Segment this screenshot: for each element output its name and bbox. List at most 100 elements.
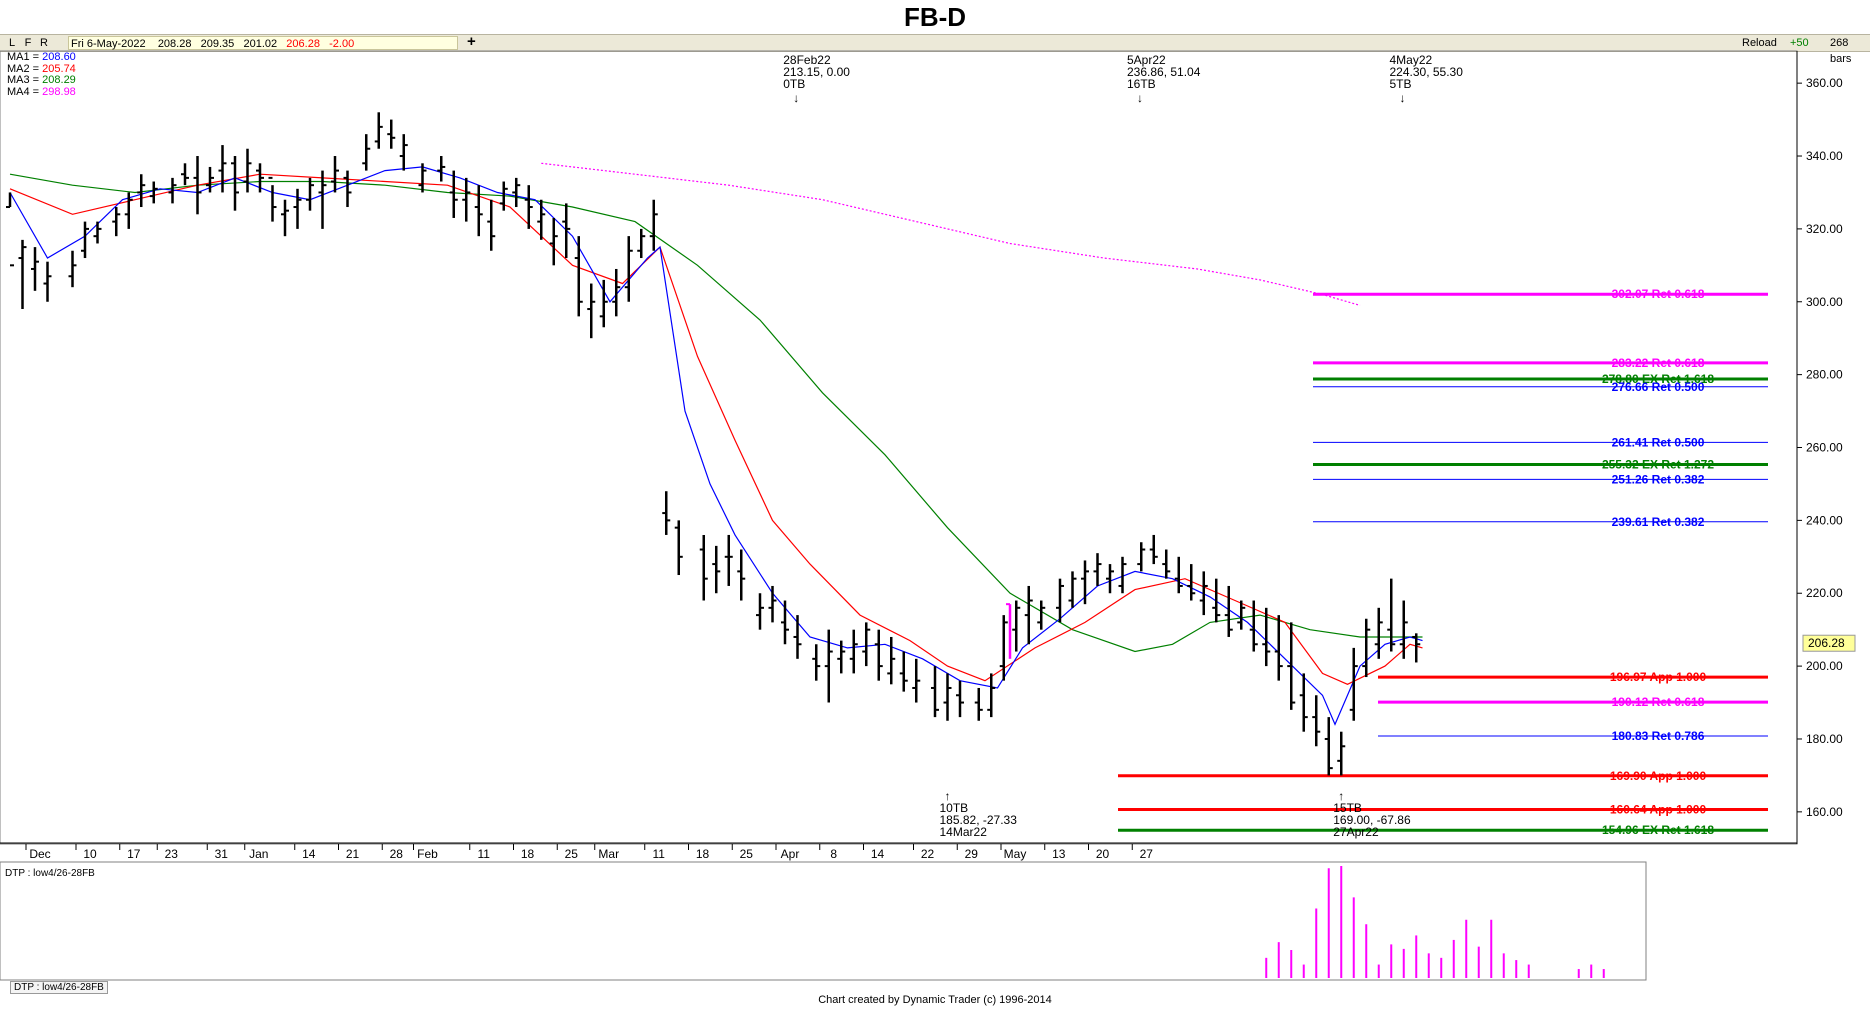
bar-open: 208.28 xyxy=(157,38,192,50)
ohlc-bar xyxy=(587,283,596,339)
pivot-text: 28Feb22 xyxy=(783,53,831,67)
ohlc-bar xyxy=(1299,673,1308,732)
ohlc-bar xyxy=(1037,600,1046,630)
pivot-text: 14Mar22 xyxy=(940,825,988,839)
pivot-text: 0TB xyxy=(783,77,805,91)
ohlc-bar xyxy=(31,247,39,291)
ohlc-bar xyxy=(1324,717,1333,776)
ohlc-bar xyxy=(824,629,833,703)
ohlc-bar xyxy=(6,192,14,267)
pivot-text: 236.86, 51.04 xyxy=(1127,65,1201,79)
last-price-label: 206.28 xyxy=(1808,636,1845,650)
r-button[interactable]: R xyxy=(40,37,48,49)
ohlc-bar xyxy=(81,221,89,259)
ohlc-bar xyxy=(193,156,202,215)
down-arrow-icon: ↓ xyxy=(793,91,799,105)
up-arrow-icon: ↑ xyxy=(1338,789,1344,803)
ohlc-bar xyxy=(1237,600,1246,630)
ohlc-bar xyxy=(1081,560,1089,605)
ohlc-bar xyxy=(1287,622,1296,710)
ohlc-bar xyxy=(931,666,939,718)
ohlc-bar xyxy=(524,185,533,229)
ohlc-bar xyxy=(1187,564,1196,601)
x-tick-label: 11 xyxy=(478,847,491,861)
x-tick-label: Feb xyxy=(417,847,438,861)
ohlc-bar xyxy=(987,673,996,718)
ohlc-bar xyxy=(637,228,646,259)
dtp-panel-label: DTP : low4/26-28FB xyxy=(5,868,95,879)
ohlc-bar xyxy=(218,145,227,193)
ma2-line xyxy=(9,173,1423,685)
x-tick-label: 14 xyxy=(302,847,316,861)
pivot-text: 185.82, -27.33 xyxy=(940,813,1018,827)
x-tick-label: 20 xyxy=(1096,847,1110,861)
x-tick-label: Mar xyxy=(598,847,619,861)
ohlc-bar xyxy=(574,236,583,317)
ohlc-bar xyxy=(724,534,733,586)
ohlc-bar xyxy=(1374,607,1383,659)
l-button[interactable]: L xyxy=(8,37,16,49)
ohlc-bar xyxy=(1312,695,1321,747)
level-label: 190.12 Ret 0.618 xyxy=(1612,695,1705,709)
ohlc-bar xyxy=(1349,647,1358,721)
x-tick-label: 17 xyxy=(127,847,141,861)
pivot-text: 27Apr22 xyxy=(1333,825,1379,839)
ohlc-bar xyxy=(1024,585,1033,645)
ohlc-bar xyxy=(737,549,746,601)
ohlc-bar xyxy=(1149,534,1158,565)
ohlc-bar xyxy=(93,221,102,244)
add-button[interactable]: + xyxy=(467,33,476,50)
ma4-legend: MA4 = 298.98 xyxy=(7,85,76,98)
pivot-text: 224.30, 55.30 xyxy=(1390,65,1464,79)
ohlc-readout: Fri 6-May-2022 208.28 209.35 201.02 206.… xyxy=(68,36,458,50)
dtp-tab[interactable]: DTP : low4/26-28FB xyxy=(10,981,108,994)
ohlc-bar xyxy=(1056,578,1064,623)
ohlc-bar xyxy=(1262,607,1271,667)
ohlc-bar xyxy=(149,181,158,204)
ohlc-bar xyxy=(1106,564,1114,594)
x-tick-label: Dec xyxy=(29,847,50,861)
x-tick-label: 11 xyxy=(653,847,666,861)
f-button[interactable]: F xyxy=(24,37,32,49)
ohlc-bar xyxy=(793,615,802,659)
zoom-readout[interactable]: +50 xyxy=(1790,37,1809,49)
ohlc-bar xyxy=(899,651,908,692)
ma1-line xyxy=(9,166,1423,726)
ohlc-bar xyxy=(1174,556,1183,594)
reload-button[interactable]: Reload xyxy=(1742,37,1777,49)
ohlc-bar xyxy=(943,673,952,721)
pivot-text: 4May22 xyxy=(1390,53,1433,67)
pivot-text: 5Apr22 xyxy=(1127,53,1166,67)
ohlc-bar xyxy=(1093,553,1102,586)
y-tick-label: 280.00 xyxy=(1806,368,1843,382)
y-tick-label: 180.00 xyxy=(1806,732,1843,746)
x-tick-label: 13 xyxy=(1052,847,1066,861)
level-label: 251.26 Ret 0.382 xyxy=(1612,472,1705,486)
pivot-text: 5TB xyxy=(1390,77,1412,91)
y-tick-label: 240.00 xyxy=(1806,513,1843,527)
ohlc-bar xyxy=(399,134,408,171)
x-tick-label: 10 xyxy=(83,847,97,861)
ohlc-bar xyxy=(512,177,521,208)
ohlc-bar xyxy=(112,207,121,237)
down-arrow-icon: ↓ xyxy=(1137,91,1143,105)
ohlc-bar xyxy=(331,156,339,193)
y-tick-label: 320.00 xyxy=(1806,222,1843,236)
ohlc-bar xyxy=(862,622,871,667)
level-label: 160.64 App 1.000 xyxy=(1610,803,1707,817)
x-tick-label: 27 xyxy=(1140,847,1154,861)
ohlc-bar xyxy=(387,119,396,149)
x-tick-label: 28 xyxy=(390,847,404,861)
level-label: 302.07 Ret 0.618 xyxy=(1612,287,1705,301)
ohlc-bar xyxy=(68,250,77,288)
bar-count: 268 bars xyxy=(1830,37,1852,65)
ohlc-bar xyxy=(268,176,277,222)
y-tick-label: 340.00 xyxy=(1806,149,1843,163)
ohlc-bar xyxy=(1337,731,1346,776)
